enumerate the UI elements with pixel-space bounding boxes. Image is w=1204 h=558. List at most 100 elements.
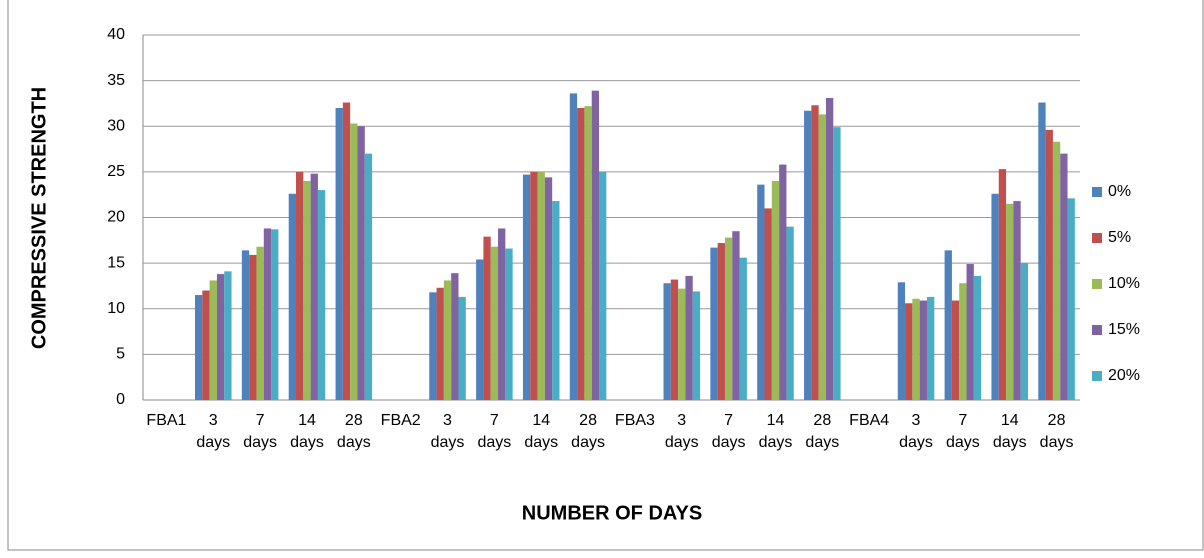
bar	[973, 275, 982, 400]
bar	[1067, 198, 1075, 400]
x-tick-label: FBA3	[614, 412, 655, 429]
bar	[310, 173, 318, 400]
bar	[670, 279, 679, 400]
bar	[818, 114, 826, 400]
bar	[357, 126, 365, 400]
y-tick-label: 0	[116, 391, 125, 408]
legend-label: 5%	[1108, 229, 1131, 246]
bar	[739, 257, 747, 400]
x-tick-label: FBA2	[380, 412, 421, 429]
x-tick-label: 14 days	[992, 412, 1027, 451]
x-tick-label: 14 days	[524, 412, 559, 451]
bar	[522, 174, 531, 400]
bar	[263, 228, 272, 400]
bar	[804, 110, 812, 401]
bar	[825, 97, 834, 401]
bar	[724, 237, 733, 400]
bar	[429, 292, 437, 400]
bar	[195, 295, 203, 400]
bar	[350, 123, 358, 400]
bar	[584, 106, 592, 401]
bar	[966, 264, 974, 400]
frame	[7, 0, 1204, 551]
legend-swatch	[1092, 233, 1102, 243]
bar	[335, 108, 343, 400]
x-tick-label: 14 days	[290, 412, 324, 451]
y-tick-label: 20	[107, 209, 125, 226]
legend-label: 0%	[1108, 183, 1131, 200]
x-tick-label: 3 days	[664, 412, 699, 451]
bar	[569, 93, 578, 401]
bar	[717, 243, 725, 400]
x-tick-label: 7 days	[945, 412, 980, 451]
bar	[483, 236, 491, 400]
x-tick-label: 28 days	[805, 412, 840, 451]
bar	[1045, 129, 1053, 400]
bar	[296, 171, 304, 400]
bar	[919, 300, 927, 400]
bar	[779, 164, 787, 400]
bar	[757, 184, 765, 400]
bar	[209, 280, 217, 400]
bar	[451, 273, 459, 400]
legend-swatch	[1092, 187, 1102, 197]
bar	[317, 190, 326, 400]
bar	[490, 246, 499, 400]
y-tick-label: 35	[107, 72, 125, 89]
bar	[998, 169, 1007, 400]
x-tick-label: 7 days	[243, 412, 278, 451]
x-axis-title: NUMBER OF DAYS	[522, 502, 702, 524]
bar	[505, 248, 513, 400]
bar	[811, 105, 819, 400]
legend-swatch	[1092, 279, 1102, 289]
y-tick-label: 15	[107, 254, 125, 271]
bar	[544, 177, 553, 400]
bar	[249, 254, 257, 400]
x-tick-label: 28 days	[1039, 412, 1074, 451]
bar	[599, 171, 607, 400]
bar	[897, 282, 906, 400]
bar	[342, 102, 351, 401]
y-tick-label: 25	[107, 163, 125, 180]
bar	[436, 287, 444, 400]
bar	[771, 181, 780, 400]
legend-label: 15%	[1108, 321, 1140, 338]
bar	[1038, 102, 1046, 401]
y-axis-title: COMPRESSIVE STRENGTH	[28, 87, 50, 349]
bar	[905, 303, 913, 400]
bar	[476, 259, 484, 400]
y-tick-label: 40	[107, 26, 125, 43]
bar	[537, 171, 545, 400]
bar	[530, 171, 538, 400]
bar	[1020, 263, 1028, 400]
bar	[685, 275, 693, 400]
bar	[732, 231, 740, 400]
legend-swatch	[1092, 371, 1102, 381]
bar	[1006, 203, 1014, 400]
bar	[912, 298, 920, 400]
x-tick-label: 14 days	[758, 412, 793, 451]
bar	[959, 283, 967, 400]
bar	[833, 127, 841, 400]
x-tick-label: 7 days	[477, 412, 512, 451]
bar	[1052, 141, 1061, 400]
bar	[224, 271, 232, 400]
bar	[241, 250, 250, 400]
x-tick-label: 28 days	[571, 412, 605, 451]
x-tick-label: 28 days	[336, 412, 371, 451]
legend-label: 20%	[1108, 367, 1140, 384]
bar	[991, 193, 999, 400]
x-tick-label: FBA1	[146, 412, 187, 429]
bar	[202, 290, 210, 400]
bar	[216, 274, 225, 400]
bar	[944, 250, 952, 400]
bar	[951, 300, 960, 400]
bar	[303, 181, 311, 400]
bar	[577, 108, 585, 400]
bar	[710, 247, 718, 400]
bar	[678, 288, 686, 400]
y-tick-label: 5	[116, 346, 125, 363]
x-tick-label: 3 days	[196, 412, 231, 451]
